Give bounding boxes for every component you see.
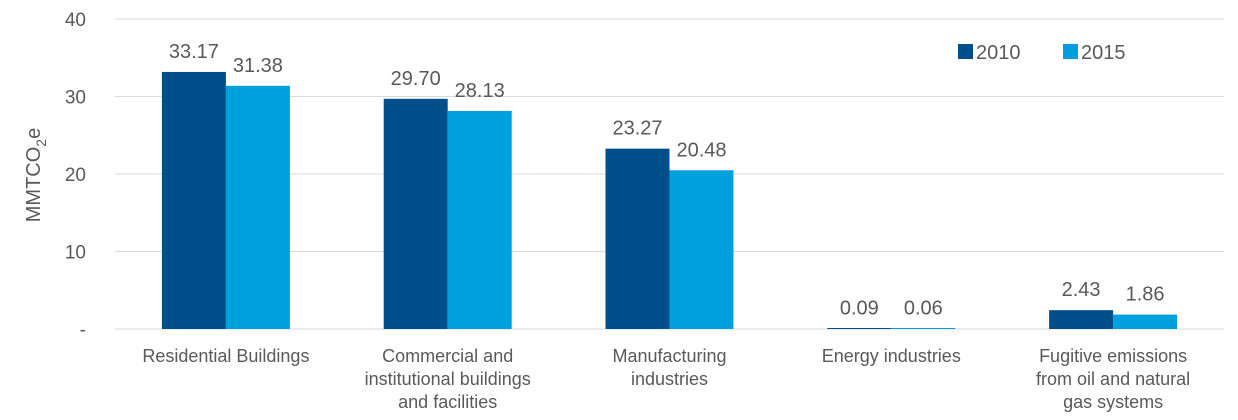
bar-2015 [669, 170, 734, 329]
data-label: 2.43 [1062, 279, 1101, 301]
data-label: 29.70 [391, 68, 441, 90]
x-tick-label: Residential Buildings [142, 346, 309, 366]
bar-2010 [383, 98, 448, 329]
data-label: 0.06 [904, 298, 943, 320]
x-tick-label: Commercial and institutional buildings and… [365, 346, 531, 412]
x-tick-label: Energy industries [822, 346, 961, 366]
bars [161, 71, 1178, 330]
data-label: 28.13 [455, 80, 505, 102]
legend-swatch-2010 [958, 44, 973, 59]
legend: 2010 2015 [958, 42, 1126, 64]
y-tick-label: 20 [65, 165, 86, 186]
y-tick-label: 30 [65, 88, 86, 109]
legend-label: 2015 [1081, 42, 1126, 64]
data-label: 31.38 [233, 55, 283, 77]
bar-2010 [161, 71, 226, 330]
data-label: 1.86 [1126, 284, 1165, 306]
bar-2015 [1113, 314, 1178, 329]
y-tick-label: - [80, 320, 86, 341]
data-labels: 33.17 31.38 29.70 28.13 23.27 20.48 0.09 0.06 2.… [169, 41, 1165, 320]
y-tick-label: 40 [65, 10, 86, 31]
data-label: 33.17 [169, 41, 219, 63]
x-tick-label: Fugitive emissions from oil and natural ga… [1036, 346, 1190, 412]
bar-2015 [891, 328, 956, 329]
y-tick-label: 10 [65, 243, 86, 264]
bar-2010 [1049, 310, 1114, 329]
legend-label: 2010 [976, 42, 1021, 64]
y-axis-title: MMTCO2e [23, 128, 49, 222]
data-label: 23.27 [612, 118, 662, 140]
bar-2015 [225, 85, 290, 330]
data-label: 0.09 [840, 297, 879, 319]
x-tick-label: Manufacturing industries [612, 346, 726, 389]
data-label: 20.48 [676, 139, 726, 161]
y-axis: - 10 20 30 40 [65, 10, 86, 341]
bar-2015 [447, 110, 512, 330]
legend-swatch-2015 [1063, 44, 1078, 59]
bar-2010 [605, 148, 670, 329]
x-axis: Residential Buildings Commercial and insti… [142, 346, 1190, 412]
bar-2010 [827, 328, 892, 329]
